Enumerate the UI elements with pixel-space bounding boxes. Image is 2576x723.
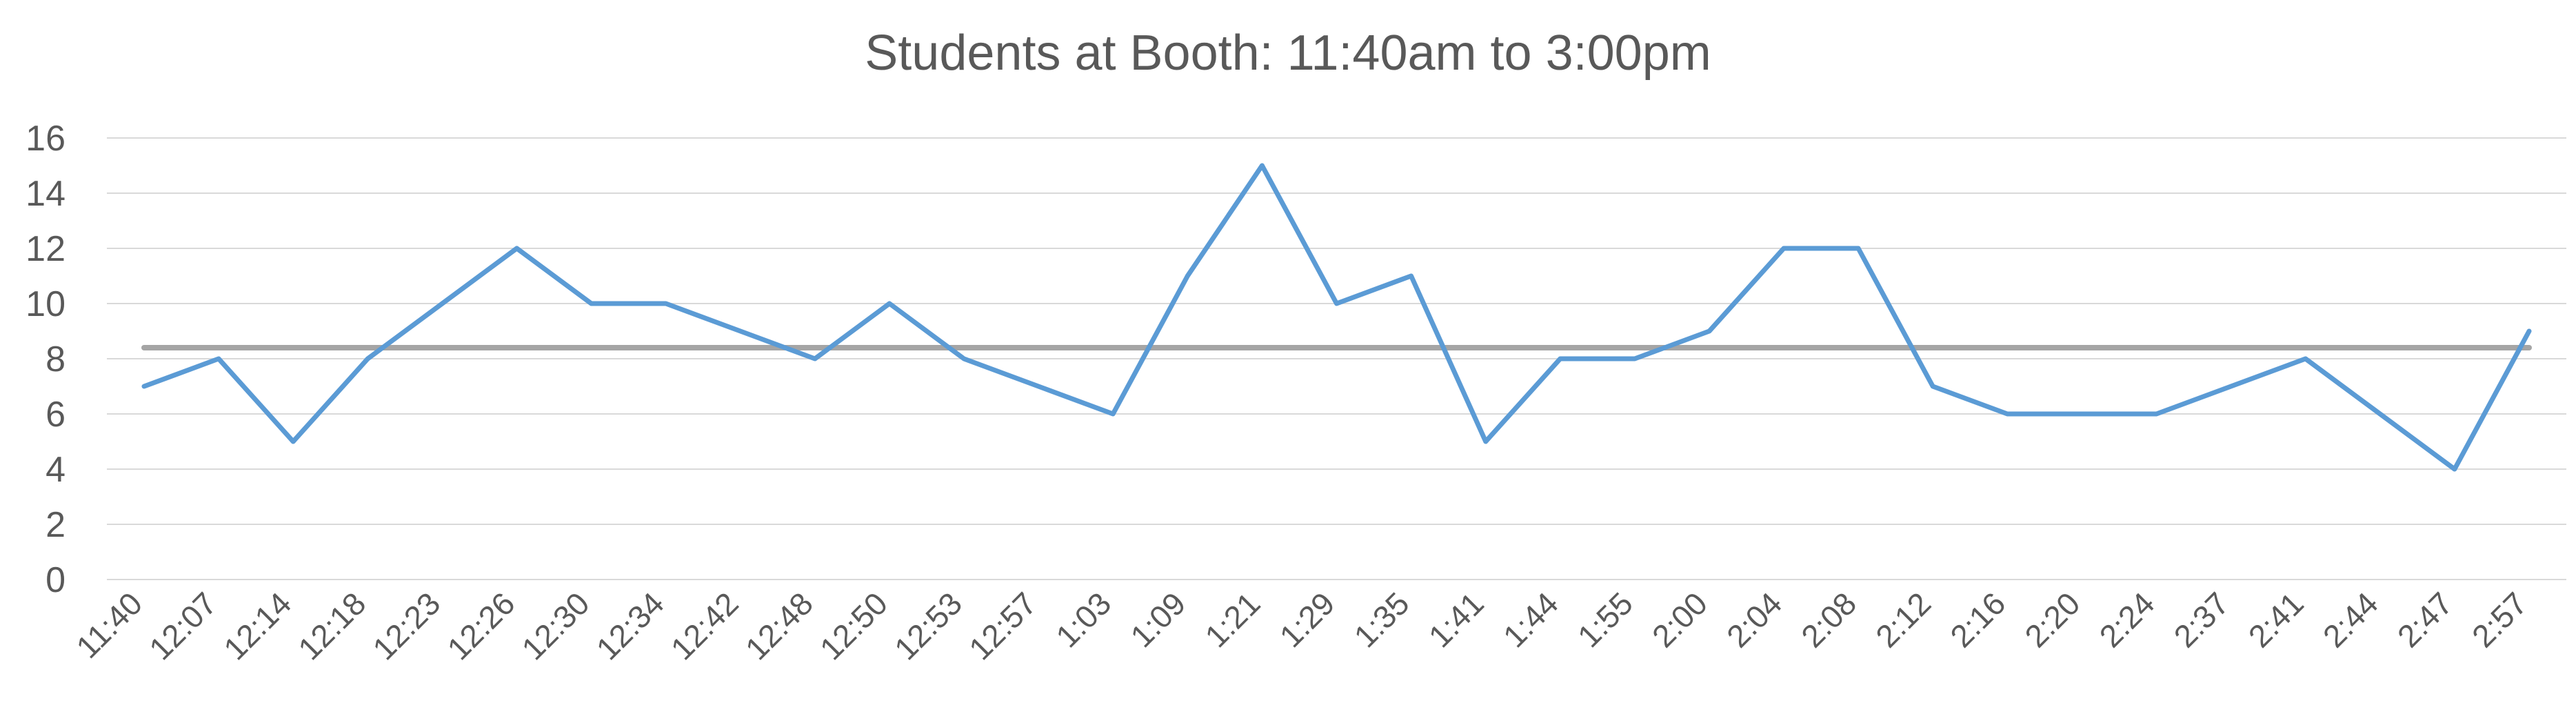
x-tick-label: 12:34 [590, 585, 671, 666]
y-tick-label: 14 [26, 174, 66, 214]
data-point [1111, 412, 1116, 416]
data-point [2154, 412, 2159, 416]
data-point [589, 301, 594, 306]
x-tick-label: 12:42 [664, 585, 745, 666]
data-point [1483, 439, 1488, 444]
x-tick-label: 1:21 [1198, 585, 1267, 654]
x-tick-label: 1:44 [1496, 585, 1565, 654]
y-tick-label: 6 [46, 395, 66, 435]
x-tick-label: 2:41 [2242, 585, 2311, 654]
data-point [812, 357, 817, 361]
x-tick-label: 12:18 [291, 585, 372, 666]
data-point [291, 439, 296, 444]
x-tick-label: 2:20 [2017, 585, 2086, 654]
y-tick-label: 4 [46, 450, 66, 490]
x-tick-label: 2:37 [2167, 585, 2236, 654]
x-tick-label: 12:23 [365, 585, 447, 666]
x-tick-label: 2:04 [1720, 585, 1789, 654]
x-tick-label: 1:29 [1272, 585, 1341, 654]
data-point [142, 384, 147, 388]
data-point [514, 246, 519, 250]
x-tick-label: 12:53 [887, 585, 969, 666]
data-point [1185, 274, 1190, 278]
x-tick-label: 2:44 [2316, 585, 2385, 654]
data-point [663, 301, 668, 306]
series-line-students [141, 163, 2532, 472]
data-point [1931, 384, 1935, 388]
x-tick-label: 2:47 [2391, 585, 2459, 654]
x-tick-label: 2:57 [2465, 585, 2534, 654]
y-tick-label: 8 [46, 339, 66, 379]
x-tick-label: 2:08 [1794, 585, 1863, 654]
data-point [2526, 329, 2531, 333]
x-tick-label: 12:07 [142, 585, 223, 666]
data-point [1260, 164, 1265, 168]
data-point [1632, 357, 1637, 361]
x-tick-label: 2:00 [1645, 585, 1714, 654]
x-tick-label: 12:48 [738, 585, 820, 666]
data-point [2303, 357, 2308, 361]
data-point [2377, 412, 2382, 416]
x-tick-label: 11:40 [69, 585, 149, 665]
data-point [2452, 467, 2457, 471]
y-tick-label: 10 [26, 284, 66, 324]
x-tick-label: 1:41 [1422, 585, 1491, 654]
data-point [2080, 412, 2084, 416]
data-point [1334, 301, 1339, 306]
data-point [1409, 274, 1413, 278]
data-point [1856, 246, 1861, 250]
data-point [1707, 329, 1711, 333]
x-tick-label: 12:30 [514, 585, 596, 666]
data-point [1782, 246, 1787, 250]
x-tick-label: 1:09 [1123, 585, 1192, 654]
data-point [1036, 384, 1041, 388]
y-tick-label: 2 [46, 505, 66, 545]
y-tick-label: 0 [46, 560, 66, 600]
x-tick-label: 1:55 [1571, 585, 1640, 654]
x-tick-label: 2:16 [1943, 585, 2012, 654]
data-point [2005, 412, 2010, 416]
y-tick-label: 16 [26, 119, 66, 159]
x-tick-label: 12:50 [813, 585, 894, 666]
data-point [887, 301, 892, 306]
data-point [1558, 357, 1562, 361]
data-point [738, 329, 743, 333]
data-point [365, 357, 370, 361]
x-tick-label: 12:57 [962, 585, 1043, 666]
x-tick-label: 1:03 [1049, 585, 1118, 654]
y-tick-label: 12 [26, 229, 66, 269]
x-tick-label: 12:26 [440, 585, 521, 666]
x-tick-label: 2:24 [2092, 585, 2161, 654]
data-point [440, 301, 445, 306]
chart-title: Students at Booth: 11:40am to 3:00pm [865, 26, 1711, 81]
data-point [962, 357, 967, 361]
x-tick-label: 12:14 [217, 585, 298, 666]
x-tick-label: 1:35 [1347, 585, 1416, 654]
data-point [217, 357, 221, 361]
x-tick-label: 2:12 [1869, 585, 1938, 654]
data-point [2228, 384, 2233, 388]
